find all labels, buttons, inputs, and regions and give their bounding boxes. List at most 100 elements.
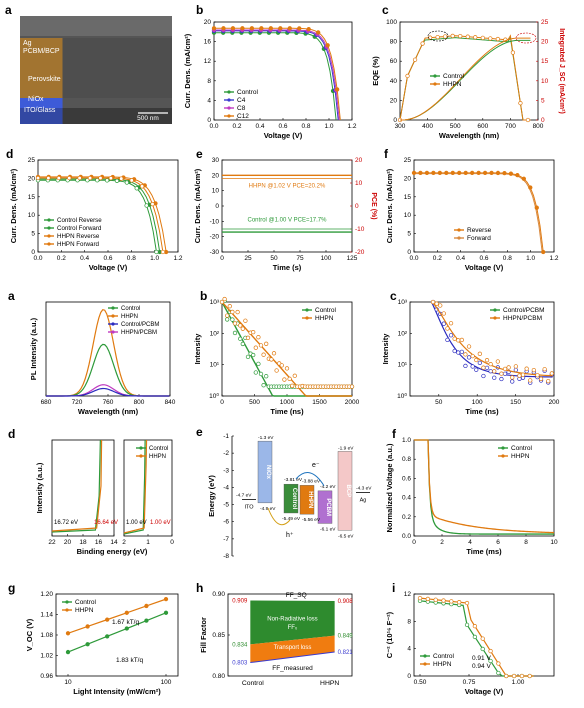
trpl-point — [463, 363, 468, 369]
eqe-point — [412, 57, 418, 62]
jv-point — [139, 184, 145, 189]
sem-ito-layer — [20, 108, 63, 124]
legend-entry: Forward — [467, 235, 491, 242]
y-tick-label: -2 — [223, 450, 229, 457]
x-tick-label: 20 — [64, 539, 72, 546]
x-tick-label: 1500 — [312, 399, 327, 406]
y-tick-label: 25 — [28, 157, 36, 164]
legend-entry: Control — [511, 445, 533, 452]
x-axis-label: Time (ms) — [466, 547, 502, 556]
y-axis-label: Intensity — [381, 333, 390, 365]
x-category-label: HHPN — [320, 680, 339, 687]
y-tick-label: 0.80 — [212, 673, 225, 680]
trpl-point — [470, 364, 475, 369]
jv-point — [104, 178, 110, 183]
legend-entry: C8 — [237, 105, 246, 112]
ms-point — [425, 596, 430, 602]
y-tick-label: 20 — [404, 175, 412, 182]
trpl-point — [459, 349, 464, 355]
trpl-point — [258, 371, 264, 377]
y-tick-label: 8 — [407, 618, 411, 625]
y-tick-label: 10² — [398, 330, 408, 337]
y-tick-label: 1.02 — [40, 653, 53, 660]
bcp-band-label: BCP — [345, 485, 351, 498]
y2-axis-label: PCE (%) — [370, 192, 377, 219]
y-tick-label: 20 — [28, 175, 36, 182]
trpl-point — [477, 351, 482, 356]
legend-entry: HHPN — [443, 81, 462, 88]
series-line — [123, 439, 146, 535]
legend-marker — [47, 218, 51, 222]
jv-point — [482, 170, 488, 176]
legend-entry: HHPN — [511, 453, 530, 460]
y-tick-label: -8 — [223, 553, 229, 560]
x-tick-label: 50 — [435, 399, 443, 406]
x-tick-label: 2 — [440, 539, 444, 546]
legend-marker — [111, 306, 115, 310]
y2-tick-label: 15 — [541, 58, 549, 65]
voc-point — [85, 642, 90, 647]
energy-label: -3.81 eV — [284, 477, 303, 483]
y-tick-label: 0 — [407, 249, 411, 256]
y-axis-label: Intensity (a.u.) — [35, 462, 44, 513]
control-band-label: Control — [291, 488, 297, 510]
panel-letter: d — [6, 147, 13, 161]
y-tick-label: -10 — [210, 218, 220, 225]
trpl-point — [492, 369, 497, 374]
x-tick-label: 100 — [321, 255, 332, 262]
trpl-point — [481, 373, 486, 379]
y-tick-label: 8 — [207, 78, 211, 85]
ms-point — [472, 623, 478, 629]
y-tick-label: 0 — [407, 673, 411, 680]
legend-marker — [493, 308, 497, 312]
trpl-point — [225, 313, 230, 318]
x-tick-label: 0.6 — [278, 123, 287, 130]
ff-value: 0.821 — [338, 650, 354, 656]
jv-point — [418, 170, 423, 176]
jv-point — [515, 172, 520, 178]
y2-tick-label: 0 — [541, 117, 545, 124]
legend-entry: Control — [121, 306, 140, 312]
ms-point — [488, 648, 493, 654]
energy-label: -1.3 eV — [258, 435, 274, 441]
legend-entry: HHPN — [149, 454, 166, 460]
annotation-hhpn: HHPN @1.02 V PCE=20.2% — [249, 184, 326, 190]
trpl-point — [531, 367, 536, 373]
legend-marker — [227, 98, 231, 102]
trpl-point — [284, 366, 290, 371]
x-tick-label: 4 — [468, 539, 472, 546]
trpl-point — [253, 345, 258, 350]
y-tick-label: 10¹ — [210, 362, 220, 369]
hhpn-voc — [67, 598, 167, 634]
axes-frame — [409, 301, 555, 397]
x-tick-label: 680 — [41, 399, 52, 406]
trpl-point — [258, 343, 264, 348]
jv-point — [470, 170, 475, 176]
legend-entry: Reverse — [467, 227, 492, 234]
legend-entry: HHPN — [433, 661, 452, 668]
hhpn-band — [299, 485, 315, 515]
x-tick-label: 14 — [110, 539, 118, 546]
sem-layer-label: ITO/Glass — [24, 107, 56, 114]
x-tick-label: 50 — [270, 255, 278, 262]
jv-point — [95, 178, 100, 183]
trpl-point — [292, 373, 297, 378]
pl-peak — [46, 387, 170, 397]
trpl-point — [499, 371, 504, 376]
legend-entry: HHPN Reverse — [57, 233, 100, 240]
eqe-point — [443, 34, 448, 39]
energy-label: -6.5 eV — [338, 533, 354, 539]
series-line — [123, 439, 148, 534]
jv-point — [119, 176, 124, 181]
legend-entry: Control — [443, 73, 465, 80]
legend-entry: Control/PCBM — [503, 307, 545, 314]
x-axis-label: Time (s) — [273, 263, 302, 272]
y-tick-label: 10 — [28, 212, 36, 219]
trpl-point — [502, 371, 508, 376]
x-axis-label: Wavelength (nm) — [78, 407, 139, 416]
x-tick-label: 500 — [450, 123, 461, 130]
trpl-point — [227, 304, 232, 309]
x-tick-label: 0 — [412, 539, 416, 546]
trpl-point — [513, 367, 518, 373]
trpl-point — [510, 375, 515, 380]
